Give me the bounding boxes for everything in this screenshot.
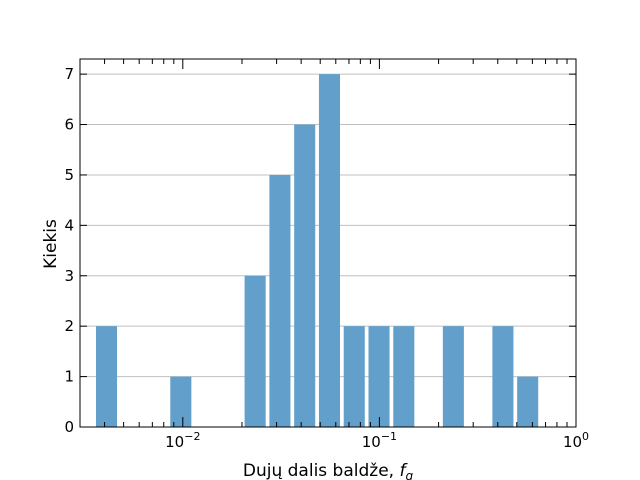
y-tick-label: 3 — [64, 267, 74, 285]
x-tick-label: 10−2 — [165, 430, 200, 451]
x-axis-label-symbol: f — [399, 461, 408, 480]
y-tick-label: 2 — [64, 317, 74, 335]
x-tick-labels: 10−2 10−1 100 — [165, 430, 589, 451]
y-tick-label: 7 — [64, 65, 74, 83]
plot-frame — [79, 58, 577, 428]
bar — [95, 326, 118, 427]
y-tick-label: 5 — [64, 166, 74, 184]
bar — [368, 326, 390, 427]
bar — [442, 326, 464, 427]
bar — [318, 74, 341, 427]
y-tick-label: 4 — [64, 216, 74, 234]
y-tick-labels: 0 1 2 3 4 5 6 7 — [64, 65, 74, 436]
bar — [393, 326, 415, 427]
bar — [517, 376, 539, 427]
bars — [95, 74, 539, 428]
bar — [343, 326, 365, 427]
bar — [170, 376, 192, 427]
bar — [294, 124, 316, 428]
y-tick-label: 6 — [64, 116, 74, 134]
y-tick-label: 0 — [64, 418, 74, 436]
y-axis-label: Kiekis — [41, 219, 61, 269]
y-tick-label: 1 — [64, 368, 74, 386]
bar — [269, 174, 291, 427]
x-axis-label: Dujų dalis baldže, fg — [243, 461, 414, 480]
axis-ticks — [79, 59, 577, 428]
x-axis-label-subscript: g — [405, 469, 413, 480]
x-axis-label-text: Dujų dalis baldže, — [243, 461, 400, 480]
x-tick-label: 100 — [563, 430, 589, 451]
bar — [244, 275, 266, 427]
x-tick-label: 10−1 — [362, 430, 397, 451]
bar — [492, 326, 514, 427]
